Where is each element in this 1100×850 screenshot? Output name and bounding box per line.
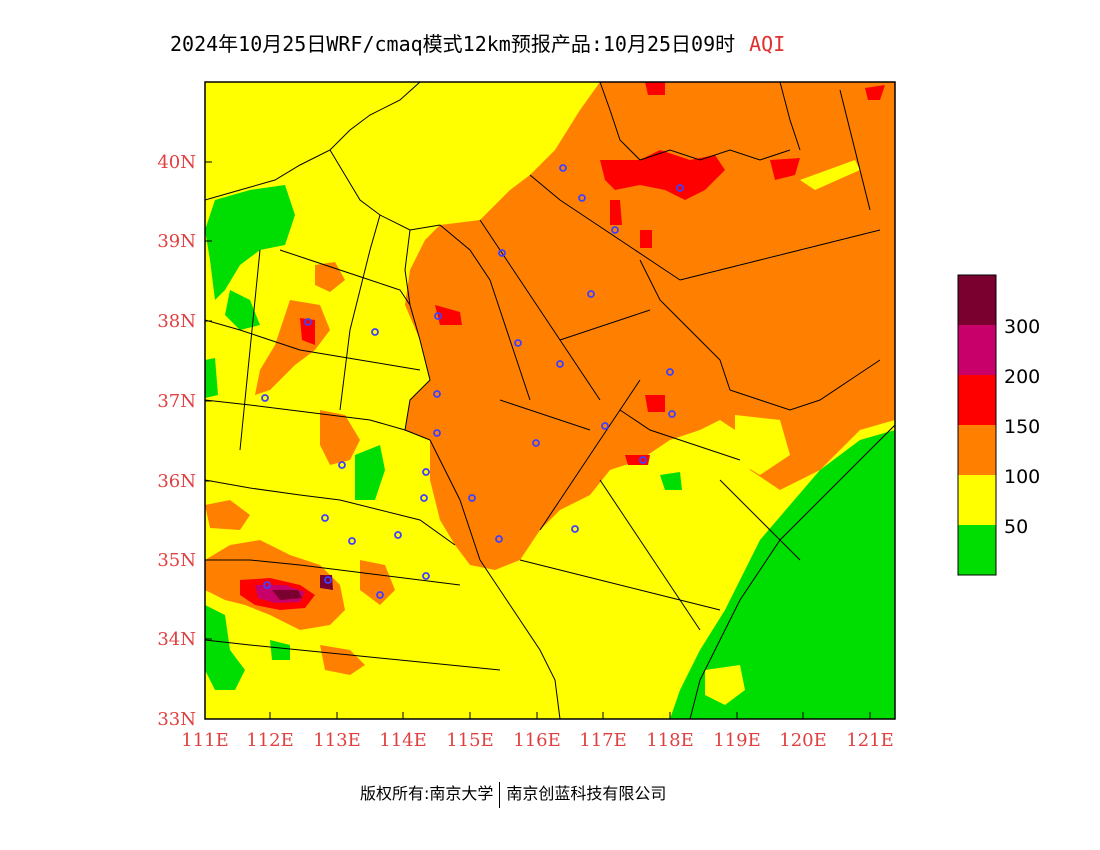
- moderate-patch-se2: [595, 690, 640, 719]
- lon-tick-label: 118E: [646, 730, 694, 751]
- copyright-company: 南京创蓝科技有限公司: [506, 784, 667, 803]
- legend-swatch-unhealthy: [958, 375, 996, 425]
- unhealthy-region-9: [645, 82, 665, 95]
- lat-tick-label: 37N: [157, 391, 196, 412]
- map-title: 2024年10月25日WRF/cmaq模式12km预报产品:10月25日09时 A…: [170, 28, 785, 57]
- usg-region-mid-west: [320, 410, 360, 465]
- moderate-patch-se: [705, 665, 745, 705]
- lat-tick-label: 33N: [157, 709, 196, 730]
- unhealthy-region-6: [645, 395, 665, 412]
- moderate-patch-e: [735, 415, 790, 475]
- aqi-field: [205, 82, 895, 719]
- lon-tick-label: 115E: [446, 730, 494, 751]
- unhealthy-region-8: [300, 318, 315, 345]
- lat-tick-label: 34N: [157, 629, 196, 650]
- legend-swatch-moderate: [958, 475, 996, 525]
- legend-swatch-usg: [958, 425, 996, 475]
- legend-label: 300: [1004, 316, 1040, 338]
- lat-tick-label: 40N: [157, 152, 196, 173]
- lon-tick-labels: 111E 112E 113E 114E 115E 116E 117E 118E …: [181, 730, 894, 751]
- usg-region-south-small: [320, 645, 365, 675]
- admin-boundaries: [205, 82, 895, 719]
- hazardous-region-1: [272, 590, 302, 600]
- unhealthy-region-5: [435, 305, 462, 325]
- lat-tick-label: 38N: [157, 311, 196, 332]
- unhealthy-region-3: [610, 200, 622, 225]
- legend-swatch-hazardous: [958, 275, 996, 325]
- usg-region-northeast: [720, 82, 895, 210]
- axis-ticks: [204, 161, 871, 720]
- footer-separator: [499, 781, 501, 808]
- good-region-southeast: [670, 430, 895, 719]
- lon-tick-label: 120E: [779, 730, 827, 751]
- lon-tick-label: 111E: [181, 730, 229, 751]
- aqi-legend: 300 200 150 100 50: [957, 274, 1040, 576]
- copyright-footer: 版权所有:南京大学 南京创蓝科技有限公司: [360, 780, 666, 808]
- good-region-small-1: [660, 472, 682, 490]
- unhealthy-region-north: [600, 150, 725, 200]
- lon-tick-label: 117E: [579, 730, 627, 751]
- good-region-sw-edge: [205, 605, 245, 690]
- lon-tick-label: 113E: [313, 730, 361, 751]
- legend-label: 100: [1004, 466, 1040, 488]
- unhealthy-region-ne: [770, 158, 800, 180]
- usg-region-mid: [360, 560, 395, 605]
- legend-frame: [957, 274, 997, 576]
- good-region-center-west: [355, 445, 385, 500]
- moderate-patch-ne: [800, 160, 860, 190]
- lat-tick-label: 36N: [157, 471, 196, 492]
- lon-tick-label: 112E: [246, 730, 294, 751]
- unhealthy-region-4: [640, 230, 652, 248]
- good-region-small-2: [205, 358, 218, 398]
- good-region-northwest: [205, 185, 295, 300]
- usg-region-east: [860, 325, 895, 370]
- legend-label: 150: [1004, 416, 1040, 438]
- lat-tick-label: 35N: [157, 550, 196, 571]
- lon-tick-label: 121E: [846, 730, 894, 751]
- title-text: 2024年10月25日WRF/cmaq模式12km预报产品:10月25日09时: [170, 32, 736, 56]
- lon-tick-label: 119E: [713, 730, 761, 751]
- copyright-owner: 版权所有:南京大学: [360, 784, 494, 803]
- lat-tick-label: 39N: [157, 231, 196, 252]
- good-region-west: [225, 290, 260, 330]
- unhealthy-region-10: [865, 85, 885, 100]
- good-region-bottom-small: [270, 640, 290, 660]
- legend-swatch-very-unhealthy: [958, 325, 996, 375]
- legend-swatch-good: [958, 525, 996, 575]
- usg-region-sw2: [205, 500, 250, 530]
- lat-tick-labels: 40N 39N 38N 37N 36N 35N 34N 33N: [157, 152, 196, 730]
- legend-label: 200: [1004, 366, 1040, 388]
- station-markers: [261, 164, 684, 599]
- lon-tick-label: 116E: [513, 730, 561, 751]
- title-product: AQI: [749, 32, 786, 56]
- legend-label: 50: [1004, 516, 1028, 538]
- lon-tick-label: 114E: [379, 730, 427, 751]
